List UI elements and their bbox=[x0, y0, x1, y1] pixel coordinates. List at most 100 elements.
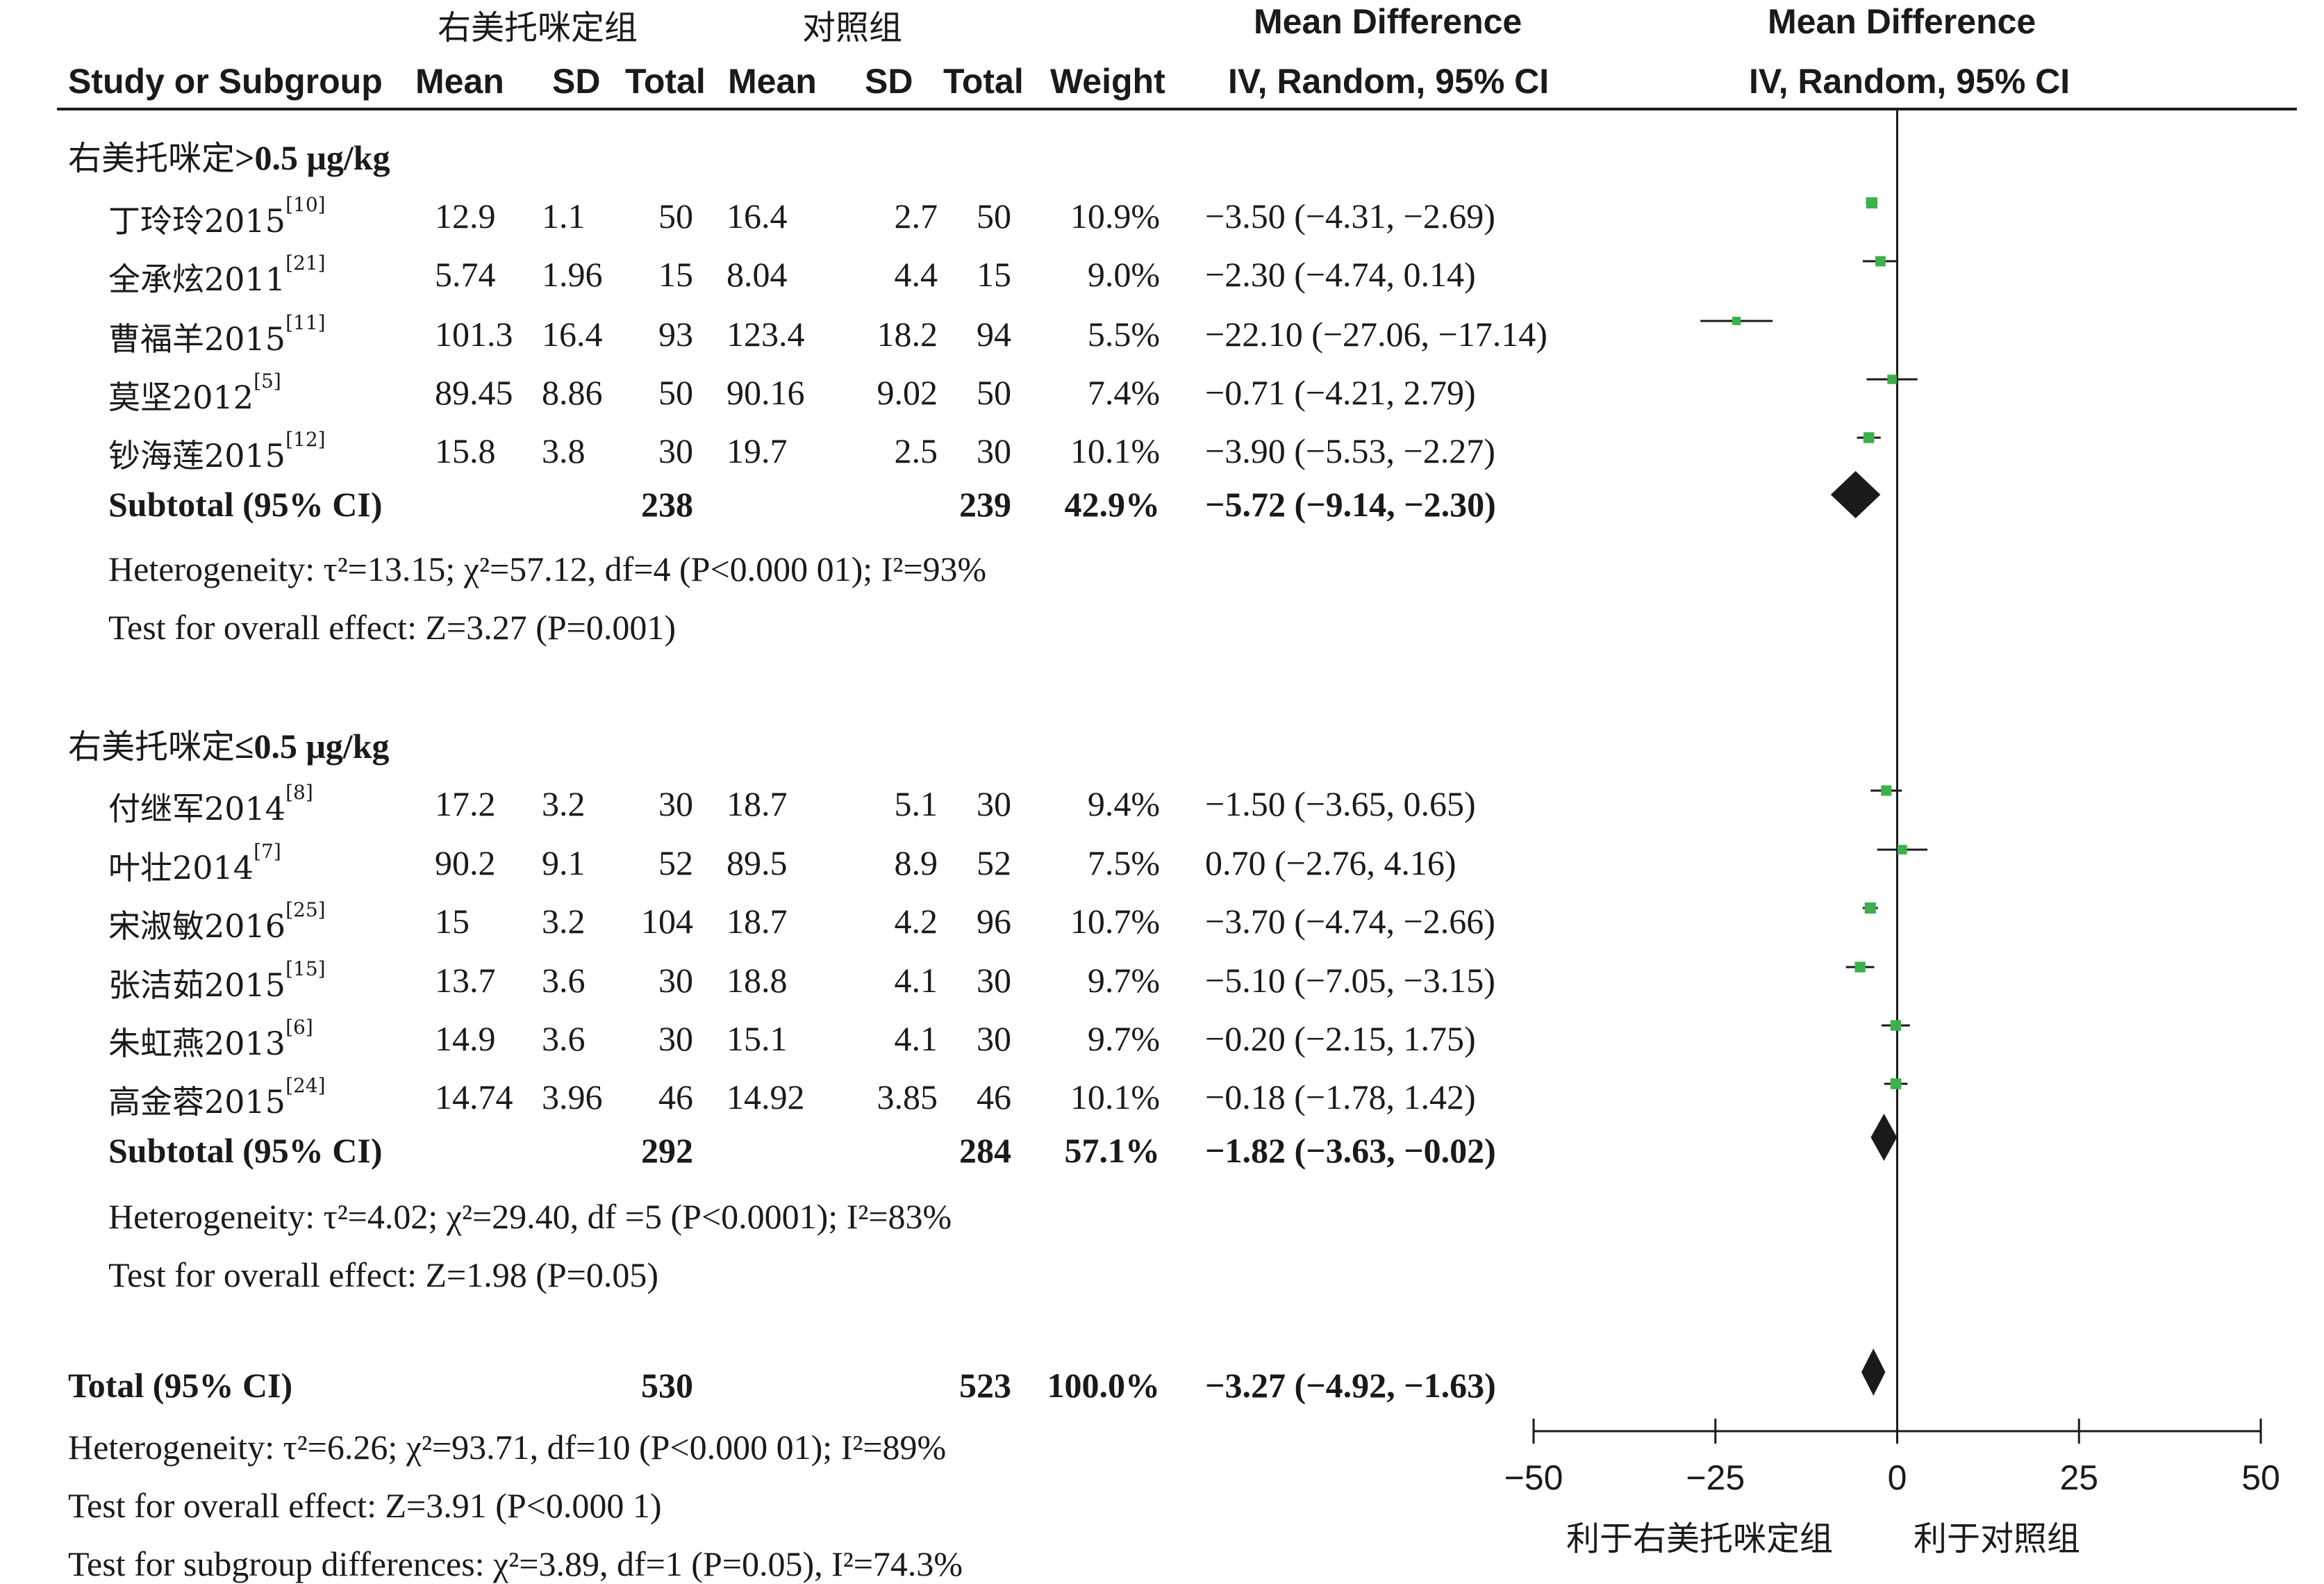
subtotal-md-ci: −1.82 (−3.63, −0.02) bbox=[1205, 1131, 1496, 1170]
study-sd-ctrl: 3.85 bbox=[877, 1078, 938, 1116]
study-sd-exp: 3.8 bbox=[542, 431, 586, 470]
study-md-ci: −0.18 (−1.78, 1.42) bbox=[1205, 1078, 1476, 1116]
subgroup-title-dose: >0.5 μg/kg bbox=[235, 138, 390, 177]
study-name-text: 张洁茹2015 bbox=[108, 966, 286, 1004]
study-mean-ctrl: 15.1 bbox=[727, 1019, 788, 1058]
subtotal-weight: 57.1% bbox=[1064, 1131, 1161, 1170]
study-point bbox=[1863, 432, 1875, 443]
sd2-column-header: SD bbox=[865, 62, 913, 101]
study-total-ctrl: 15 bbox=[977, 255, 1011, 294]
study-sd-exp: 1.1 bbox=[542, 197, 586, 236]
favours-right-label: 利于对照组 bbox=[1914, 1519, 2081, 1558]
study-mean-ctrl: 18.7 bbox=[727, 784, 788, 823]
study-point bbox=[1875, 256, 1886, 267]
total-label: Total (95% CI) bbox=[68, 1366, 293, 1405]
md-method-header: IV, Random, 95% CI bbox=[1228, 62, 1550, 101]
total-note: Test for overall effect: Z=3.91 (P<0.000… bbox=[68, 1486, 662, 1525]
study-total-ctrl: 30 bbox=[977, 961, 1011, 1000]
study-name: 高金蓉2015[24] bbox=[108, 1074, 326, 1123]
study-mean-exp: 90.2 bbox=[435, 843, 496, 882]
study-name: 丁玲玲2015[10] bbox=[108, 193, 326, 242]
study-mean-ctrl: 8.04 bbox=[727, 255, 788, 294]
subgroup-heterogeneity: Heterogeneity: τ²=13.15; χ²=57.12, df=4 … bbox=[108, 550, 987, 588]
study-sd-exp: 3.6 bbox=[542, 1019, 586, 1058]
study-total-exp: 30 bbox=[658, 431, 693, 470]
sd1-column-header: SD bbox=[552, 62, 601, 101]
study-sd-exp: 9.1 bbox=[542, 843, 586, 882]
total2-column-header: Total bbox=[943, 62, 1024, 101]
subtotal-total-exp: 292 bbox=[641, 1131, 693, 1170]
study-total-exp: 93 bbox=[658, 315, 693, 354]
study-name-text: 叶壮2014 bbox=[108, 849, 254, 886]
study-sd-exp: 8.86 bbox=[542, 373, 603, 412]
study-mean-ctrl: 123.4 bbox=[727, 315, 805, 354]
study-md-ci: −3.90 (−5.53, −2.27) bbox=[1205, 431, 1495, 470]
total-total-exp: 530 bbox=[641, 1366, 693, 1405]
x-tick-label: 25 bbox=[2059, 1458, 2099, 1497]
study-name-text: 朱虹燕2013 bbox=[108, 1025, 286, 1062]
study-name: 朱虹燕2013[6] bbox=[108, 1016, 313, 1064]
plot-method-header: IV, Random, 95% CI bbox=[1749, 62, 2070, 101]
study-mean-exp: 15.8 bbox=[435, 431, 496, 470]
study-point bbox=[1890, 1020, 1902, 1031]
subtotal-label: Subtotal (95% CI) bbox=[108, 1131, 383, 1170]
study-sd-ctrl: 18.2 bbox=[877, 315, 938, 354]
study-weight: 10.9% bbox=[1070, 197, 1160, 236]
study-mean-ctrl: 18.7 bbox=[727, 902, 788, 941]
study-total-ctrl: 96 bbox=[977, 902, 1011, 941]
study-weight: 7.5% bbox=[1087, 843, 1160, 882]
study-name-text: 付继军2014 bbox=[108, 790, 286, 827]
study-name-text: 高金蓉2015 bbox=[108, 1083, 286, 1121]
mean2-column-header: Mean bbox=[728, 62, 817, 101]
favours-left-label: 利于右美托咪定组 bbox=[1566, 1519, 1834, 1558]
study-point bbox=[1890, 1078, 1902, 1089]
study-reference: [11] bbox=[285, 311, 326, 334]
subgroup-title-drug: 右美托咪定 bbox=[68, 727, 235, 766]
study-sd-exp: 3.96 bbox=[542, 1078, 603, 1116]
subgroup-title: 右美托咪定>0.5 μg/kg bbox=[68, 131, 390, 179]
study-sd-ctrl: 5.1 bbox=[894, 784, 938, 823]
study-mean-exp: 17.2 bbox=[435, 784, 496, 823]
subtotal-total-exp: 238 bbox=[641, 485, 693, 524]
study-weight: 9.7% bbox=[1087, 1019, 1160, 1058]
pooled-diamond bbox=[1870, 1114, 1898, 1161]
study-md-ci: −2.30 (−4.74, 0.14) bbox=[1205, 255, 1476, 294]
study-name-text: 钞海莲2015 bbox=[108, 437, 286, 475]
study-weight: 5.5% bbox=[1087, 315, 1160, 354]
study-mean-ctrl: 90.16 bbox=[727, 373, 805, 412]
study-mean-exp: 5.74 bbox=[435, 255, 496, 294]
study-weight: 7.4% bbox=[1087, 373, 1160, 412]
study-name: 宋淑敏2016[25] bbox=[108, 898, 326, 947]
study-mean-ctrl: 16.4 bbox=[727, 197, 788, 236]
total1-column-header: Total bbox=[625, 62, 706, 101]
study-name: 莫坚2012[5] bbox=[108, 370, 281, 418]
study-name-text: 莫坚2012 bbox=[108, 379, 254, 416]
study-md-ci: −3.50 (−4.31, −2.69) bbox=[1205, 197, 1495, 236]
study-reference: [12] bbox=[285, 428, 326, 451]
subgroup-overall-effect: Test for overall effect: Z=1.98 (P=0.05) bbox=[108, 1255, 659, 1294]
study-reference: [25] bbox=[285, 898, 326, 921]
study-sd-ctrl: 9.02 bbox=[877, 373, 938, 412]
header-rule bbox=[57, 108, 2297, 110]
study-md-ci: −0.71 (−4.21, 2.79) bbox=[1205, 373, 1476, 412]
study-name-text: 全承炫2011 bbox=[108, 261, 286, 298]
study-total-ctrl: 30 bbox=[977, 784, 1011, 823]
study-sd-ctrl: 8.9 bbox=[894, 843, 938, 882]
study-point bbox=[1898, 845, 1907, 855]
study-name-text: 丁玲玲2015 bbox=[108, 202, 286, 240]
study-sd-exp: 3.6 bbox=[542, 961, 586, 1000]
study-total-exp: 50 bbox=[658, 197, 693, 236]
study-md-ci: −1.50 (−3.65, 0.65) bbox=[1205, 784, 1476, 823]
study-sd-ctrl: 4.2 bbox=[894, 902, 938, 941]
study-total-exp: 15 bbox=[658, 255, 693, 294]
subgroup-overall-effect: Test for overall effect: Z=3.27 (P=0.001… bbox=[108, 608, 677, 647]
study-reference: [7] bbox=[254, 840, 281, 863]
study-md-ci: 0.70 (−2.76, 4.16) bbox=[1205, 843, 1456, 882]
study-reference: [6] bbox=[285, 1016, 313, 1039]
study-total-ctrl: 30 bbox=[977, 431, 1011, 470]
study-total-exp: 104 bbox=[641, 902, 693, 941]
study-md-ci: −22.10 (−27.06, −17.14) bbox=[1205, 315, 1547, 354]
total-note: Test for subgroup differences: χ²=3.89, … bbox=[68, 1544, 963, 1583]
study-sd-exp: 3.2 bbox=[542, 902, 586, 941]
study-name: 张洁茹2015[15] bbox=[108, 957, 326, 1006]
